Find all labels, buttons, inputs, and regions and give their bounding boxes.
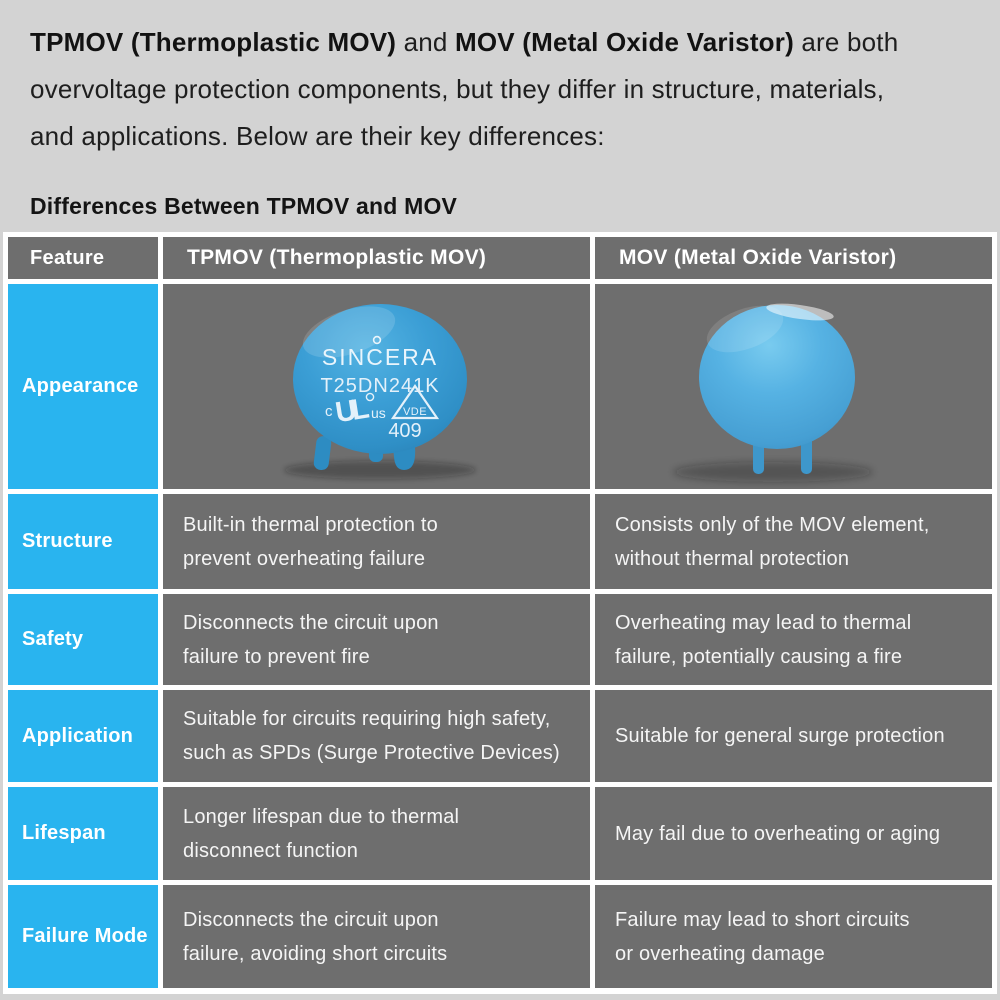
mov-highlight-2 (706, 305, 784, 353)
tpmov-lifespan-cell: Longer lifespan due to thermal disconnec… (163, 787, 590, 880)
tpmov-shadow (284, 461, 476, 479)
tpmov-safety-cell: Disconnects the circuit upon failure to … (163, 594, 590, 685)
mov-disc (699, 305, 855, 449)
mov-structure-line2: without thermal protection (615, 547, 850, 570)
tpmov-application-cell: Suitable for circuits requiring high saf… (163, 690, 590, 782)
intro-bold-tpmov: TPMOV (Thermoplastic MOV) (30, 27, 397, 57)
tpmov-failure-mode-line2: failure, avoiding short circuits (183, 942, 448, 965)
intro-text-areboth: are both (793, 27, 899, 57)
intro-line-1: TPMOV (Thermoplastic MOV) and MOV (Metal… (30, 19, 980, 66)
tpmov-failure-mode-cell: Disconnects the circuit upon failure, av… (163, 885, 590, 988)
ul-cert-prefix: c (325, 403, 333, 420)
tpmov-lifespan-line1: Longer lifespan due to thermal (183, 805, 460, 828)
header-cell-mov: MOV (Metal Oxide Varistor) (595, 237, 992, 279)
ul-cert-suffix: us (371, 405, 386, 421)
tpmov-brand-text: SINCERA (322, 344, 438, 370)
header-cell-feature: Feature (8, 237, 158, 279)
tpmov-code-text: 409 (388, 420, 421, 442)
mov-shadow (673, 462, 873, 482)
tpmov-safety-line2: failure to prevent fire (183, 645, 370, 668)
tpmov-structure-cell: Built-in thermal protection to prevent o… (163, 494, 590, 589)
intro-line-2: overvoltage protection components, but t… (30, 74, 885, 104)
tpmov-application-line2: such as SPDs (Surge Protective Devices) (183, 742, 560, 764)
feature-cell-structure: Structure (8, 494, 158, 589)
mov-application-cell: Suitable for general surge protection (595, 690, 992, 782)
intro-bold-mov: MOV (Metal Oxide Varistor) (454, 27, 794, 57)
feature-cell-appearance: Appearance (8, 284, 158, 489)
mov-failure-mode-line1: Failure may lead to short circuits (615, 908, 910, 931)
mov-lifespan-cell: May fail due to overheating or aging (595, 787, 992, 880)
intro-text-and: and (396, 27, 455, 57)
tpmov-application-line1: Suitable for circuits requiring high saf… (183, 708, 551, 730)
mov-safety-cell: Overheating may lead to thermal failure,… (595, 594, 992, 685)
tpmov-safety-line1: Disconnects the circuit upon (183, 611, 439, 634)
tpmov-brand-ring (372, 335, 382, 345)
feature-cell-application: Application (8, 690, 158, 782)
mov-structure-line1: Consists only of the MOV element, (615, 513, 930, 536)
mov-safety-line2: failure, potentially causing a fire (615, 645, 903, 668)
mov-structure-cell: Consists only of the MOV element, withou… (595, 494, 992, 589)
feature-cell-lifespan: Lifespan (8, 787, 158, 880)
vde-label: VDE (403, 406, 427, 418)
header-cell-tpmov: TPMOV (Thermoplastic MOV) (163, 237, 590, 279)
tpmov-structure-line1: Built-in thermal protection to (183, 513, 439, 536)
tpmov-disc (293, 304, 467, 454)
tpmov-highlight (302, 306, 396, 358)
tpmov-device-illustration: SINCERA T25DN241K c UL us VDE 409 (284, 304, 476, 479)
section-title: Differences Between TPMOV and MOV (30, 193, 458, 219)
mov-appearance-photo (595, 284, 992, 489)
comparison-table: Feature TPMOV (Thermoplastic MOV) MOV (M… (3, 232, 997, 994)
vde-triangle-icon (390, 384, 440, 420)
ul-registered-icon (365, 392, 375, 402)
mov-application-line1: Suitable for general surge protection (615, 725, 945, 747)
comparison-table-grid: Feature TPMOV (Thermoplastic MOV) MOV (M… (8, 237, 992, 989)
mov-device-illustration (673, 303, 873, 482)
tpmov-model-text: T25DN241K (320, 375, 439, 397)
tpmov-lifespan-line2: disconnect function (183, 839, 359, 862)
mov-failure-mode-cell: Failure may lead to short circuits or ov… (595, 885, 992, 988)
tpmov-structure-line2: prevent overheating failure (183, 547, 426, 570)
feature-cell-safety: Safety (8, 594, 158, 685)
mov-lifespan-line1: May fail due to overheating or aging (615, 822, 941, 845)
tpmov-failure-mode-line1: Disconnects the circuit upon (183, 908, 439, 931)
mov-safety-line1: Overheating may lead to thermal (615, 611, 912, 634)
intro-line-3: and applications. Below are their key di… (30, 121, 605, 151)
mov-failure-mode-line2: or overheating damage (615, 942, 825, 965)
tpmov-appearance-photo: SINCERA T25DN241K c UL us VDE 409 (163, 284, 590, 489)
intro-paragraph: TPMOV (Thermoplastic MOV) and MOV (Metal… (30, 19, 980, 160)
feature-cell-failure-mode: Failure Mode (8, 885, 158, 988)
tpmov-leg-left (313, 436, 332, 471)
mov-highlight (766, 303, 834, 321)
mov-leg-right (801, 436, 812, 474)
